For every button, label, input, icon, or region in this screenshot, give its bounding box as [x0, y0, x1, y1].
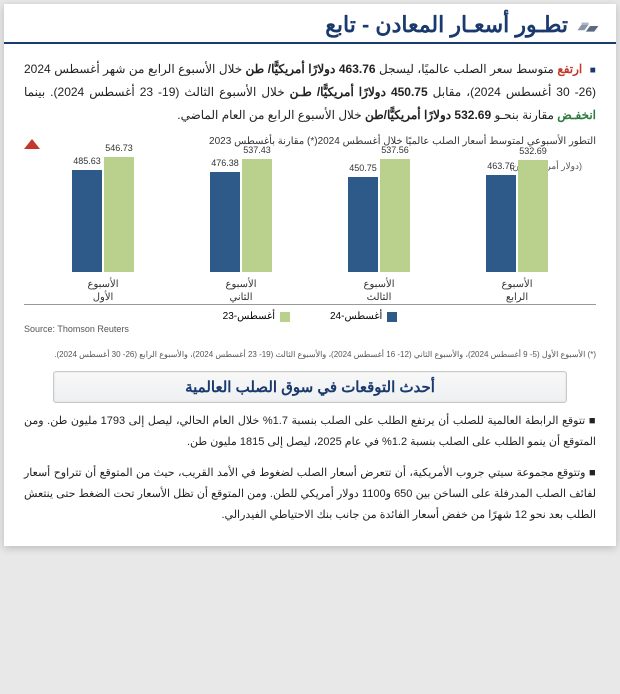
bar-2024: 485.63 [72, 170, 102, 272]
legend-color-23 [280, 312, 290, 322]
bar-2023: 546.73 [104, 157, 134, 272]
bar-value-label: 537.56 [380, 145, 410, 155]
bar-2023: 537.43 [242, 159, 272, 272]
legend-label-24: أغسطس-24 [330, 311, 382, 322]
value-2: 450.75 دولارًا أمريكيًّا/ طـن [290, 85, 428, 99]
value-3: 532.69 دولارًا أمريكيًّا/طن [365, 108, 491, 122]
bar-value-label: 450.75 [348, 163, 378, 173]
content-area: ■ ارتفع متوسط سعر الصلب عالميًا، ليسجل 4… [4, 44, 616, 546]
bar-pair: 537.56450.75 [348, 152, 410, 272]
bar-value-label: 463.76 [486, 161, 516, 171]
legend-item-23: أغسطس-23 [223, 311, 290, 322]
triangle-marker-icon [24, 139, 40, 149]
chart-footnote: (*) الأسبوع الأول (5- 9 أغسطس 2024)، وال… [24, 349, 596, 361]
bar-2023: 532.69 [518, 160, 548, 272]
text-5: خلال الأسبوع الرابع من العام الماضي. [177, 108, 365, 122]
section-heading: أحدث التوقعات في سوق الصلب العالمية [60, 378, 561, 396]
bar-group: 537.56450.75 الأسبوعالثالث [318, 152, 439, 304]
value-1: 463.76 دولارًا أمريكيًّا/ طن [246, 62, 376, 76]
bar-2023: 537.56 [380, 159, 410, 272]
x-axis-label: الأسبوعالثالث [364, 278, 395, 304]
bullet-icon: ■ [589, 415, 596, 427]
bar-chart: 532.69463.76الأسبوعالرابع537.56450.75الأ… [24, 165, 596, 305]
bar-group: 532.69463.76 الأسبوعالرابع [456, 152, 577, 304]
legend-item-24: أغسطس-24 [330, 311, 397, 322]
page-container: تطـور أسعـار المعادن - تابع ■ ارتفع متوس… [4, 4, 616, 546]
bar-value-label: 546.73 [104, 143, 134, 153]
bar-value-label: 532.69 [518, 146, 548, 156]
bar-2024: 450.75 [348, 177, 378, 272]
rise-word: ارتفع [557, 62, 582, 76]
bullet-icon: ■ [590, 65, 596, 76]
forecast-paragraph-2: ■ وتتوقع مجموعة سيتي جروب الأمريكية، أن … [24, 463, 596, 526]
section-heading-box: أحدث التوقعات في سوق الصلب العالمية [53, 371, 568, 403]
legend-label-23: أغسطس-23 [223, 311, 275, 322]
bar-group: 546.73485.63 الأسبوعالأول [42, 152, 163, 304]
page-title: تطـور أسعـار المعادن - تابع [325, 12, 568, 38]
bar-value-label: 537.43 [242, 145, 272, 155]
bar-value-label: 485.63 [72, 156, 102, 166]
bar-group: 537.43476.38 الأسبوعالثاني [180, 152, 301, 304]
legend-color-24 [387, 312, 397, 322]
bar-value-label: 476.38 [210, 158, 240, 168]
x-axis-label: الأسبوعالأول [88, 278, 119, 304]
page-header: تطـور أسعـار المعادن - تابع [4, 4, 616, 44]
bar-pair: 537.43476.38 [210, 152, 272, 272]
chart-source: Source: Thomson Reuters [24, 324, 596, 334]
main-paragraph: ■ ارتفع متوسط سعر الصلب عالميًا، ليسجل 4… [24, 58, 596, 126]
chart-container: (دولار أمريكي/ طن) 532.69463.76الأسبوعال… [24, 165, 596, 345]
text-1: متوسط سعر الصلب عالميًا، ليسجل [376, 62, 558, 76]
bar-2024: 476.38 [210, 172, 240, 272]
bar-pair: 546.73485.63 [72, 152, 134, 272]
bullet-icon: ■ [589, 467, 596, 479]
bar-2024: 463.76 [486, 175, 516, 273]
fall-word: انخفـض [557, 108, 596, 122]
x-axis-label: الأسبوعالثاني [226, 278, 257, 304]
forecast-paragraph-1: ■ تتوقع الرابطة العالمية للصلب أن يرتفع … [24, 411, 596, 453]
bullet-1-text: تتوقع الرابطة العالمية للصلب أن يرتفع ال… [24, 415, 596, 448]
x-axis-label: الأسبوعالرابع [502, 278, 533, 304]
text-4: مقارنة بنحـو [491, 108, 557, 122]
chart-legend: أغسطس-24 أغسطس-23 [24, 311, 596, 322]
text-3: خلال الأسبوع الثالث (19- 23 أغسطس 2024).… [24, 85, 290, 99]
metals-icon [576, 16, 604, 34]
bullet-2-text: وتتوقع مجموعة سيتي جروب الأمريكية، أن تت… [24, 467, 596, 521]
